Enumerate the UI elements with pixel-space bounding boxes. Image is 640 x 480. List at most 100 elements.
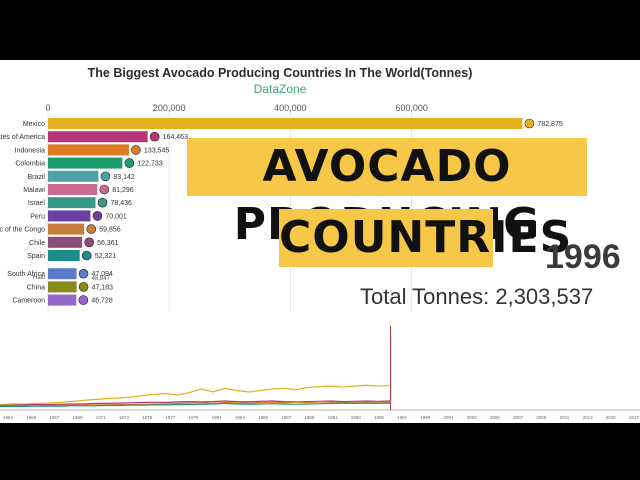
flag-icon [524, 118, 535, 129]
timeline-series-line [0, 400, 391, 407]
timeline-tick-label: 1991 [328, 415, 339, 420]
bar-category-label: Peru [30, 213, 45, 220]
timeline-tick-label: 1971 [96, 415, 107, 420]
bar [48, 118, 523, 129]
bar-category-label: Mexico [23, 121, 45, 128]
timeline-tick-label: 2013 [583, 415, 594, 420]
bar-category-label: blic of the Congo [0, 227, 45, 234]
bar-category-label: Brazil [27, 174, 45, 181]
timeline-tick-label: 2007 [513, 415, 524, 420]
bar-value-label: 81,296 [112, 187, 134, 194]
bar-value-label: 70,001 [105, 213, 127, 220]
bar-value-label: 78,436 [111, 200, 133, 207]
timeline-tick-label: 1981 [212, 415, 223, 420]
timeline-tick-label: 1979 [188, 415, 199, 420]
timeline-series-line [0, 384, 391, 406]
flag-icon [99, 184, 110, 195]
bar-value-label: 56,361 [97, 240, 119, 247]
timeline-tick-label: 1963 [3, 415, 14, 420]
bar-value-label: 782,875 [537, 121, 562, 128]
timeline-tick-label: 1987 [281, 415, 292, 420]
bar [48, 223, 85, 235]
timeline-tick-label: 1993 [351, 415, 362, 420]
chart-canvas: The Biggest Avocado Producing Countries … [0, 60, 640, 423]
timeline-tick-label: 1975 [142, 415, 153, 420]
timeline-chart: 1963 1965 1967 1969 1971 1973 1975 1977 1979 1981… [0, 326, 640, 420]
bar [48, 197, 96, 209]
flag-icon [131, 145, 141, 155]
bar-category-label: Spain [27, 253, 45, 260]
timeline-tick-label: 1995 [374, 415, 385, 420]
total-tonnes: Total Tonnes: 2,303,537 [360, 284, 594, 309]
flag-icon [149, 131, 160, 142]
bar-value-label: 52,321 [95, 253, 117, 260]
bar [48, 157, 123, 169]
bar [48, 170, 99, 182]
bar-value-label: 59,856 [99, 227, 121, 234]
x-tick-label: 400,000 [274, 103, 307, 113]
x-tick-label: 600,000 [395, 103, 428, 113]
timeline-tick-label: 1983 [235, 415, 246, 420]
timeline-tick-label: 2015 [606, 415, 617, 420]
bar-category-label: Haiti [33, 275, 45, 281]
flag-icon [84, 237, 94, 248]
bar-category-label: Chile [29, 240, 45, 247]
timeline-tick-label: 2005 [490, 415, 501, 420]
flag-icon [100, 171, 111, 182]
letterbox-bottom [0, 423, 640, 480]
bar-value-label: 83,142 [113, 174, 135, 181]
timeline-tick-label: 2009 [536, 415, 547, 420]
chart-subtitle: DataZone [253, 82, 307, 96]
timeline-tick-label: 1973 [119, 415, 130, 420]
bar-category-label: States of America [0, 134, 45, 141]
bar-category-label: Indonesia [15, 147, 45, 154]
timeline-tick-label: 1985 [258, 415, 269, 420]
letterbox-top [0, 0, 640, 60]
banner-line-1: AVOCADO PRODUCING [187, 138, 587, 250]
flag-icon [92, 211, 103, 221]
bar [48, 268, 77, 280]
bar-value-label: 46,728 [91, 298, 113, 305]
bar-value-label: 47,094 [92, 271, 114, 278]
flag-icon [97, 197, 108, 208]
bar-value-label: 122,733 [137, 161, 162, 168]
timeline-tick-label: 1999 [420, 415, 431, 420]
bar [48, 281, 77, 293]
timeline-series-line [0, 402, 391, 408]
bar-category-label: South Africa [7, 271, 45, 278]
flag-icon [86, 224, 97, 234]
bar-category-label: China [27, 284, 45, 291]
flag-icon [78, 282, 89, 292]
bar [48, 210, 91, 222]
bar-chart: Mexico 782,875 States of America 164,463 Ind… [0, 112, 563, 312]
timeline-tick-label: 1977 [165, 415, 176, 420]
timeline-tick-label: 2011 [560, 415, 570, 420]
flag-icon [78, 268, 89, 279]
timeline-tick-label: 1969 [73, 415, 84, 420]
timeline-tick-label: 1965 [26, 415, 37, 420]
bar-category-label: Colombia [15, 161, 45, 168]
timeline-tick-label: 2001 [444, 415, 455, 420]
bar [48, 236, 83, 248]
flag-icon [81, 250, 92, 261]
bar-category-label: Cameroon [12, 298, 45, 305]
timeline-tick-label: 2003 [467, 415, 478, 420]
bar [48, 250, 80, 261]
year-counter: 1996 [545, 238, 621, 276]
bar-value-label: 164,463 [163, 134, 188, 141]
timeline-tick-label: 1997 [397, 415, 408, 420]
flag-icon [124, 158, 135, 168]
bar [48, 294, 77, 306]
chart-title: The Biggest Avocado Producing Countries … [87, 66, 473, 80]
bar-value-label: 47,183 [92, 284, 114, 291]
x-tick-label: 200,000 [152, 103, 186, 113]
bar-category-label: Malawi [23, 187, 45, 194]
bar [48, 144, 129, 156]
flag-icon [78, 295, 89, 305]
bar-value-label: 133,545 [144, 147, 169, 154]
timeline-tick-label: 1967 [49, 415, 60, 420]
bar [48, 184, 98, 195]
timeline-tick-label: 1989 [304, 415, 315, 420]
bar-value-label: 48,847 [92, 276, 111, 282]
bar [48, 131, 148, 143]
